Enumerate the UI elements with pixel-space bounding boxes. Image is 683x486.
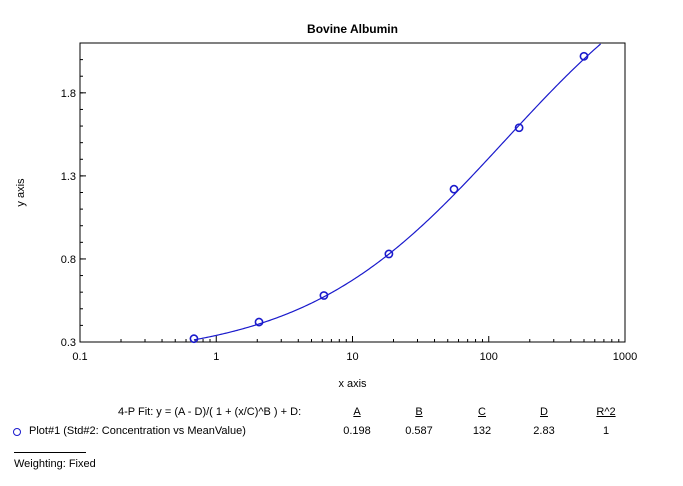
fit-value-r2: 1	[602, 425, 610, 437]
fit-value-d: 2.83	[533, 425, 555, 437]
x-tick-label: 0.1	[72, 351, 87, 363]
fit-header-c: C	[478, 406, 486, 418]
y-tick-label: 0.3	[61, 337, 76, 349]
fit-value-a: 0.198	[343, 425, 371, 437]
chart-title: Bovine Albumin	[307, 22, 398, 36]
x-tick-label: 100	[480, 351, 498, 363]
fit-header-a: A	[353, 406, 361, 418]
y-tick-label: 1.8	[61, 88, 76, 100]
y-axis-label: y axis	[15, 178, 27, 207]
x-tick-label: 1	[213, 351, 219, 363]
data-point	[579, 51, 589, 61]
x-tick-label: 10	[346, 351, 358, 363]
legend-marker-icon	[13, 428, 21, 436]
fit-value-b: 0.587	[405, 425, 433, 437]
weighting-label: Weighting: Fixed	[14, 458, 96, 470]
data-point	[254, 317, 264, 327]
fit-curve	[193, 43, 601, 341]
x-axis-label: x axis	[338, 378, 367, 390]
plot-frame	[79, 42, 626, 343]
data-point	[319, 291, 329, 300]
x-tick-label: 1000	[613, 351, 637, 363]
data-point	[189, 334, 199, 344]
fit-header-b: B	[415, 406, 423, 418]
data-point	[384, 249, 394, 259]
fit-equation: 4-P Fit: y = (A - D)/( 1 + (x/C)^B ) + D…	[118, 406, 302, 418]
y-tick-label: 0.8	[61, 254, 76, 266]
legend-series-label: Plot#1 (Std#2: Concentration vs MeanValu…	[29, 425, 246, 437]
fit-header-r2: R^2	[596, 406, 616, 418]
y-tick-label: 1.3	[61, 171, 76, 183]
data-point	[449, 184, 459, 194]
divider	[14, 452, 86, 453]
fit-header-d: D	[540, 406, 548, 418]
fit-value-c: 132	[472, 425, 492, 437]
data-point	[514, 123, 524, 133]
